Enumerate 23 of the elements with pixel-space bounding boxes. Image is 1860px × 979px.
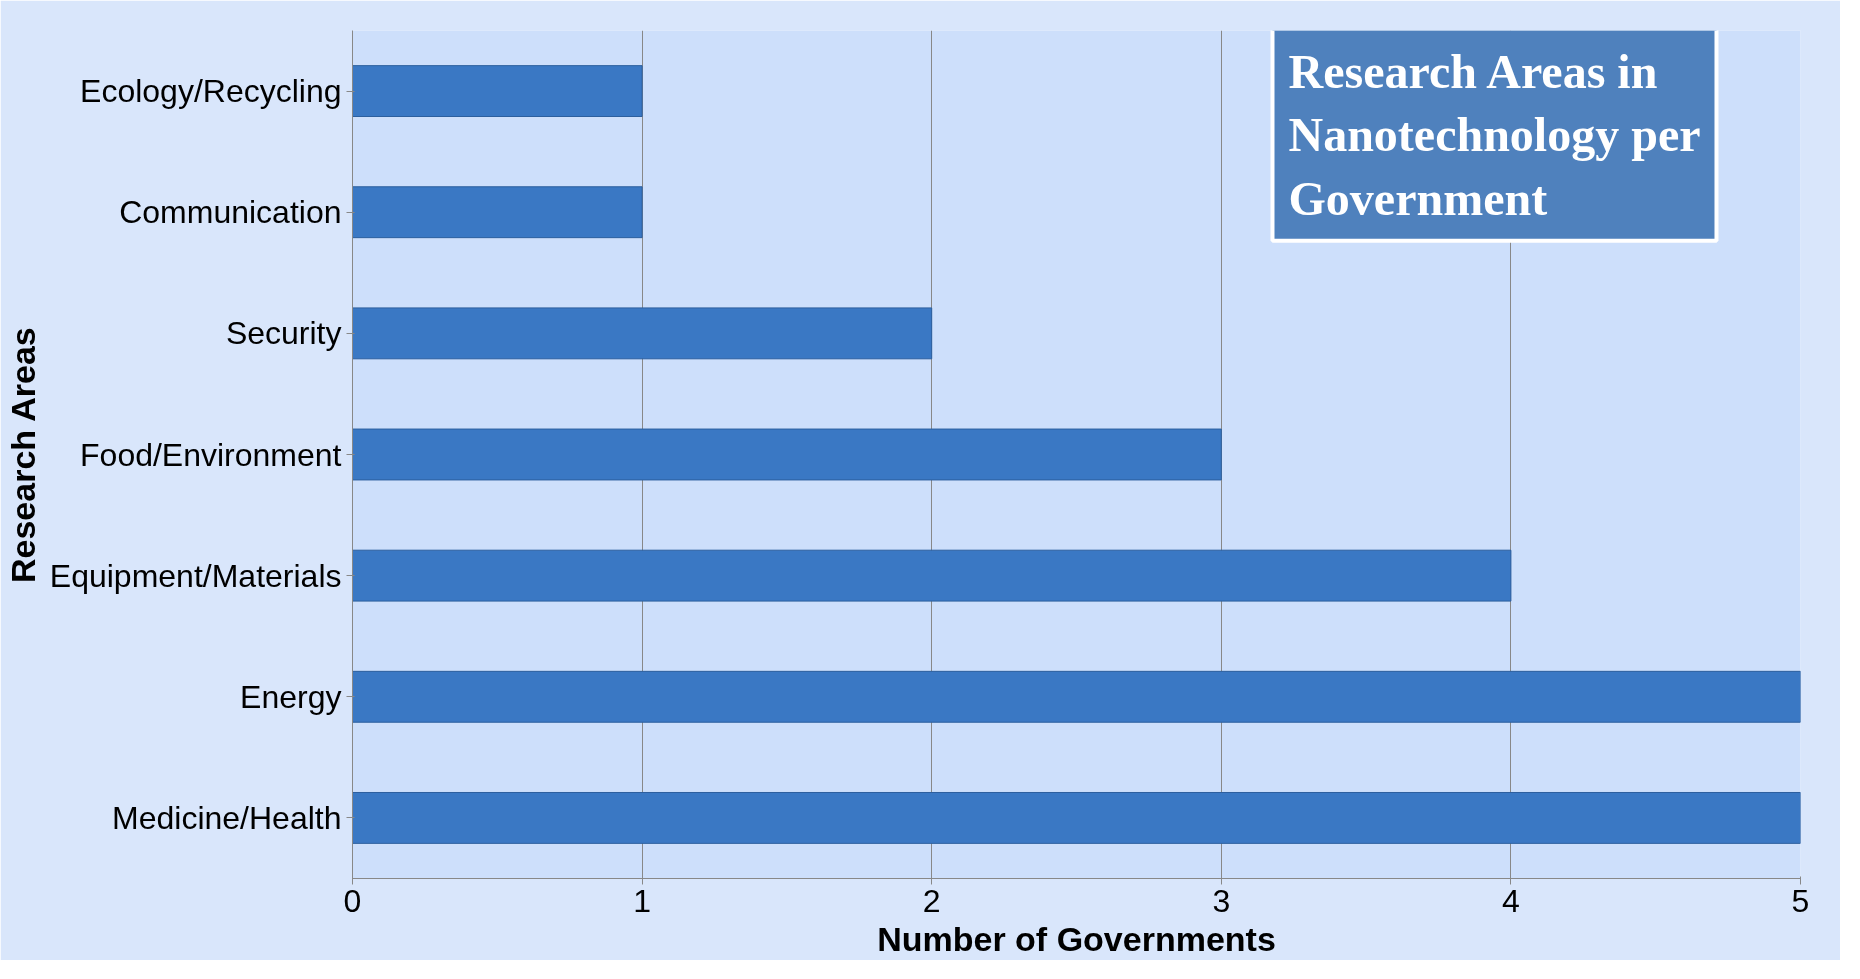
y-tick-label: Security xyxy=(225,315,342,352)
y-tick-label: Ecology/Recycling xyxy=(80,73,342,110)
y-axis-title: Research Areas xyxy=(3,327,42,584)
x-tick-label: 0 xyxy=(343,882,362,919)
y-tick-label: Food/Environment xyxy=(80,436,342,473)
bar xyxy=(352,428,1222,481)
bar xyxy=(352,65,643,118)
bar xyxy=(352,791,1801,844)
text: Research Areas in Nanotechnology per Government xyxy=(1288,44,1701,225)
x-tick-label: 1 xyxy=(633,882,651,919)
bar xyxy=(352,307,933,360)
x-tick-label: 3 xyxy=(1212,882,1231,919)
bar xyxy=(352,186,643,239)
y-tick-label: Medicine/Health xyxy=(112,799,342,836)
x-tick-label: 2 xyxy=(922,882,941,919)
x-axis-title: Number of Governments xyxy=(877,919,1276,958)
bar xyxy=(352,549,1512,602)
bar xyxy=(352,670,1801,723)
y-tick-label: Energy xyxy=(240,678,342,715)
y-tick-label: Communication xyxy=(119,194,342,231)
x-tick-label: 4 xyxy=(1502,882,1520,919)
y-tick-label: Equipment/Materials xyxy=(49,557,342,594)
x-tick-label: 5 xyxy=(1791,882,1810,919)
